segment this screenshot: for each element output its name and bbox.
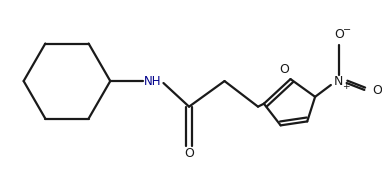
Text: O: O [372, 84, 382, 97]
Text: N: N [334, 75, 343, 88]
Text: −: − [343, 25, 351, 35]
Text: O: O [184, 147, 194, 160]
Text: O: O [334, 28, 344, 41]
Text: O: O [280, 63, 290, 76]
Text: +: + [342, 82, 350, 91]
Text: NH: NH [144, 75, 161, 88]
